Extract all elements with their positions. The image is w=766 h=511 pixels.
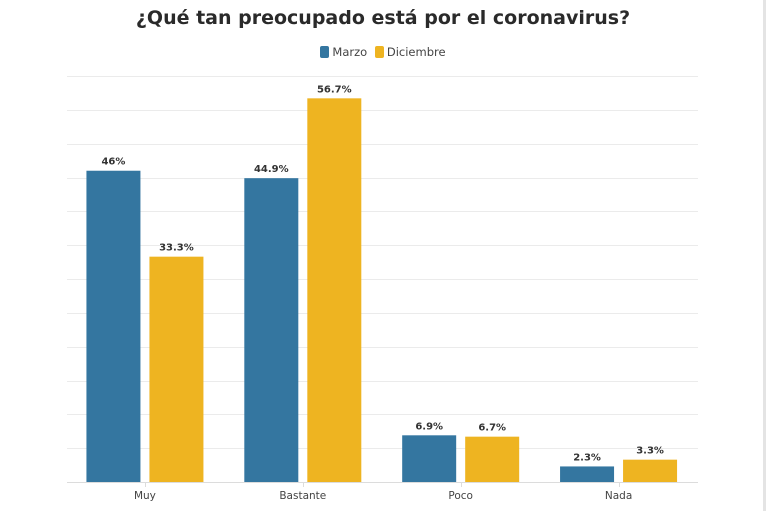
data-label: 6.9%: [415, 421, 443, 432]
x-tick-label: Poco: [448, 490, 473, 502]
legend-swatch-diciembre: [374, 46, 384, 58]
data-label: 46%: [101, 157, 125, 168]
data-label: 3.3%: [636, 446, 664, 457]
bar-diciembre: [307, 98, 362, 482]
scrollbar[interactable]: [763, 0, 766, 511]
data-label: 2.3%: [573, 452, 601, 463]
bar-diciembre: [623, 459, 678, 482]
x-tick-label: Bastante: [279, 490, 326, 502]
data-label: 56.7%: [317, 84, 352, 95]
legend-item-diciembre[interactable]: Diciembre: [374, 45, 446, 59]
legend-label-diciembre: Diciembre: [386, 45, 446, 59]
chart-title: ¿Qué tan preocupado está por el coronavi…: [135, 7, 631, 29]
data-label: 6.7%: [478, 423, 506, 434]
bar-marzo: [560, 466, 615, 482]
legend-swatch-marzo: [320, 46, 330, 58]
bar-diciembre: [149, 256, 204, 482]
legend-label-marzo: Marzo: [332, 45, 368, 59]
x-tick-label: Muy: [134, 490, 156, 502]
legend: Marzo Diciembre: [0, 45, 766, 59]
data-label: 33.3%: [159, 243, 194, 254]
bar-marzo: [402, 435, 457, 482]
bar-marzo: [244, 178, 299, 482]
data-label: 44.9%: [254, 164, 289, 175]
bar-diciembre: [465, 436, 520, 482]
bar-marzo: [86, 170, 141, 482]
legend-item-marzo[interactable]: Marzo: [320, 45, 367, 59]
x-tick-label: Nada: [605, 490, 632, 502]
